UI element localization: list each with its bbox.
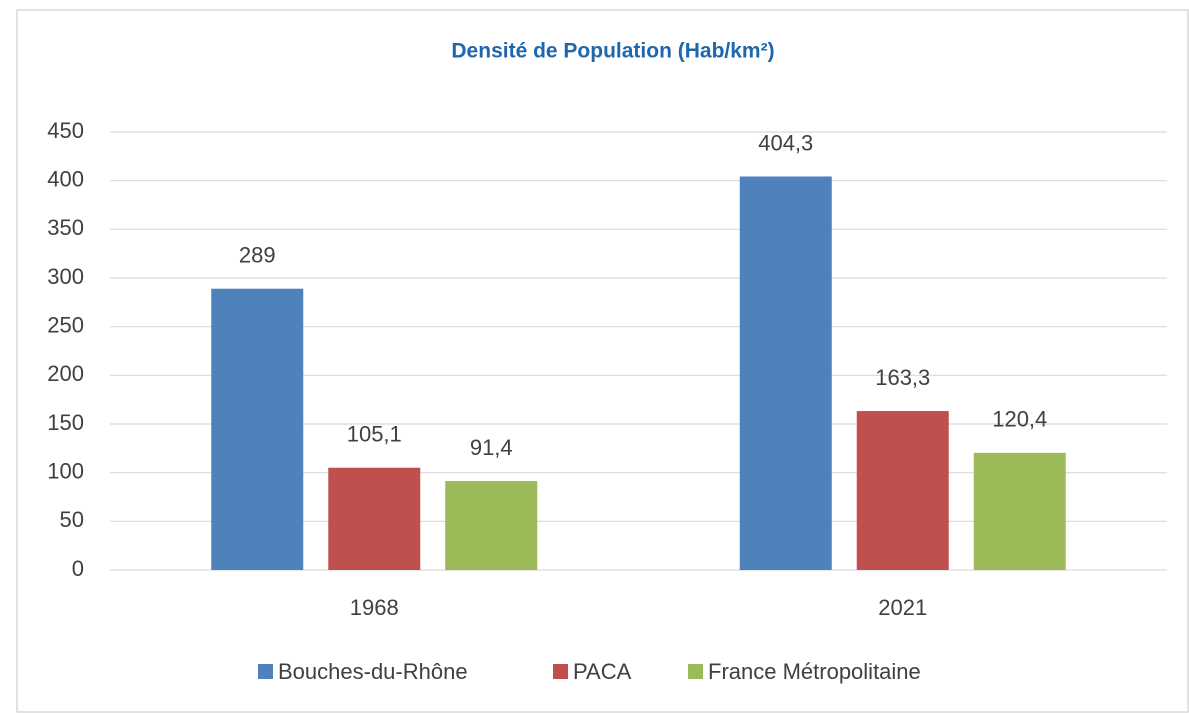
legend-swatch: [688, 664, 703, 679]
y-tick-label: 450: [47, 118, 84, 143]
bar: [211, 288, 304, 570]
value-label: 91,4: [470, 435, 513, 460]
y-tick-label: 150: [47, 410, 84, 435]
value-label: 289: [239, 243, 276, 268]
x-tick-label: 1968: [350, 595, 399, 620]
bar: [328, 467, 421, 570]
bar: [973, 452, 1066, 570]
y-tick-label: 100: [47, 458, 84, 483]
value-label: 404,3: [758, 130, 813, 155]
legend-label: France Métropolitaine: [708, 659, 921, 684]
value-label: 163,3: [875, 365, 930, 390]
legend-swatch: [258, 664, 273, 679]
x-tick-label: 2021: [878, 595, 927, 620]
legend-label: Bouches-du-Rhône: [278, 659, 468, 684]
y-tick-label: 200: [47, 361, 84, 386]
chart-title: Densité de Population (Hab/km²): [451, 40, 774, 63]
bar: [739, 176, 832, 571]
value-label: 105,1: [347, 422, 402, 447]
bar: [856, 411, 949, 570]
y-tick-label: 250: [47, 312, 84, 337]
y-tick-label: 50: [60, 507, 84, 532]
y-tick-label: 350: [47, 215, 84, 240]
y-tick-label: 300: [47, 264, 84, 289]
chart-border: [16, 9, 1189, 713]
bar: [445, 481, 538, 570]
y-tick-label: 0: [72, 556, 84, 581]
value-label: 120,4: [992, 407, 1047, 432]
y-tick-label: 400: [47, 166, 84, 191]
legend-swatch: [553, 664, 568, 679]
legend-label: PACA: [573, 659, 632, 684]
